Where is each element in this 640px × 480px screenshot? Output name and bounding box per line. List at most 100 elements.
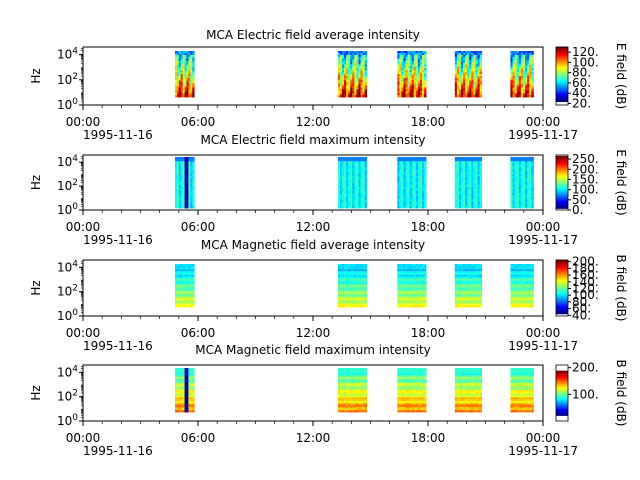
- colorbar-tick-label: 100.: [572, 55, 599, 69]
- colorbar-tick-label: 40.: [572, 308, 591, 322]
- colorbar-label: B field (dB): [614, 255, 628, 322]
- colorbar-tick-label: 100.: [572, 288, 599, 302]
- colorbar-frame: [555, 46, 569, 106]
- heatmap-segment: [337, 368, 368, 413]
- y-tick-label: 102: [57, 72, 78, 87]
- heatmap-segment: [175, 157, 195, 209]
- heatmap-segment: [510, 157, 534, 209]
- panel-title: MCA Electric field average intensity: [206, 28, 420, 42]
- x-date-label: 1995-11-16: [83, 233, 153, 247]
- y-tick-label: 104: [57, 154, 78, 169]
- colorbar-tick-label: 180.: [572, 261, 599, 275]
- heatmap: [175, 368, 534, 413]
- heatmap-segment: [175, 368, 195, 413]
- y-tick-label: 100: [57, 97, 78, 112]
- heatmap: [175, 264, 534, 308]
- colorbar-tick-label: 20.: [572, 96, 591, 110]
- heatmap-segment: [510, 51, 534, 98]
- colorbar-tick-label: 100.: [572, 183, 599, 197]
- heatmap: [175, 51, 534, 98]
- colorbar-tick-label: 250.: [572, 152, 599, 166]
- x-date-label: 1995-11-17: [508, 233, 578, 247]
- colorbar-tick-label: 140.: [572, 275, 599, 289]
- y-tick-label: 102: [57, 389, 78, 404]
- y-axis-label: Hz: [29, 280, 43, 295]
- x-date-label: 1995-11-17: [508, 339, 578, 353]
- x-tick-label: 12:00: [296, 115, 331, 129]
- heatmap-segment: [510, 264, 534, 308]
- x-date-label: 1995-11-17: [508, 444, 578, 458]
- colorbar: 40.60.80.100.120.140.160.180.200. B field…: [555, 255, 628, 322]
- colorbar-tick-label: 100.: [572, 387, 599, 401]
- x-date-label: 1995-11-16: [83, 128, 153, 142]
- heatmap: [175, 157, 534, 209]
- heatmap-segment: [337, 264, 368, 308]
- x-date-label: 1995-11-17: [508, 128, 578, 142]
- x-date-label: 1995-11-16: [83, 339, 153, 353]
- x-tick-label: 12:00: [296, 431, 331, 445]
- y-axis-label: Hz: [29, 68, 43, 83]
- heatmap-segment: [397, 264, 427, 308]
- colorbar: 20.40.60.80.100.120. E field (dB): [555, 43, 628, 110]
- heatmap-segment: [454, 157, 483, 209]
- x-tick-label: 06:00: [181, 326, 216, 340]
- y-tick-label: 104: [57, 364, 78, 379]
- x-tick-label: 18:00: [411, 220, 446, 234]
- colorbar-label: E field (dB): [614, 43, 628, 109]
- colorbar-tick-label: 80.: [572, 66, 591, 80]
- y-tick-label: 104: [57, 259, 78, 274]
- x-tick-label: 00:00: [66, 115, 101, 129]
- heatmap-segment: [454, 51, 483, 98]
- colorbar-label: B field (dB): [614, 360, 628, 427]
- heatmap-segment: [454, 264, 483, 308]
- heatmap-segment: [397, 157, 427, 209]
- y-axis-label: Hz: [29, 385, 43, 400]
- colorbar-tick-label: 200.: [572, 361, 599, 375]
- panel-title: MCA Magnetic field average intensity: [201, 238, 425, 252]
- x-tick-label: 00:00: [66, 326, 101, 340]
- x-tick-label: 00:00: [66, 431, 101, 445]
- x-tick-label: 12:00: [296, 220, 331, 234]
- x-tick-label: 18:00: [411, 115, 446, 129]
- x-tick-label: 00:00: [526, 431, 561, 445]
- panel-title: MCA Electric field maximum intensity: [200, 133, 425, 147]
- x-tick-label: 00:00: [526, 220, 561, 234]
- heatmap-segment: [337, 157, 368, 209]
- heatmap-segment: [397, 51, 427, 98]
- x-tick-label: 00:00: [526, 326, 561, 340]
- x-tick-label: 06:00: [181, 431, 216, 445]
- heatmap-segment: [175, 264, 195, 308]
- colorbar-tick-label: 160.: [572, 268, 599, 282]
- x-tick-label: 18:00: [411, 326, 446, 340]
- colorbar-tick-label: 120.: [572, 282, 599, 296]
- colorbar-tick-label: 120.: [572, 45, 599, 59]
- heatmap-segment: [337, 51, 368, 98]
- heatmap-segment: [175, 51, 195, 98]
- colorbar-tick-label: 50.: [572, 193, 591, 207]
- panel-1: MCA Electric field average intensity 100 1…: [29, 28, 628, 142]
- y-tick-label: 102: [57, 284, 78, 299]
- colorbar-tick-label: 150.: [572, 172, 599, 186]
- panel-title: MCA Magnetic field maximum intensity: [195, 343, 431, 357]
- y-tick-label: 102: [57, 178, 78, 193]
- colorbar-frame: [555, 364, 569, 422]
- panel-3: MCA Magnetic field average intensity 100 1…: [29, 238, 628, 353]
- colorbar-tick-label: 60.: [572, 76, 591, 90]
- colorbar-tick-label: 40.: [572, 86, 591, 100]
- x-tick-label: 00:00: [526, 115, 561, 129]
- colorbar-tick-label: 60.: [572, 302, 591, 316]
- colorbar: 100. 200. B field (dB): [555, 360, 628, 427]
- y-tick-label: 100: [57, 413, 78, 428]
- colorbar-tick-label: 200.: [572, 162, 599, 176]
- y-tick-label: 104: [57, 47, 78, 62]
- colorbar: 0.50.100.150.200.250. E field (dB): [555, 149, 628, 217]
- panel-4: MCA Magnetic field maximum intensity 100 1…: [29, 343, 628, 458]
- x-tick-label: 06:00: [181, 115, 216, 129]
- x-tick-label: 12:00: [296, 326, 331, 340]
- x-tick-label: 06:00: [181, 220, 216, 234]
- heatmap-segment: [397, 368, 427, 413]
- x-tick-label: 00:00: [66, 220, 101, 234]
- x-date-label: 1995-11-16: [83, 444, 153, 458]
- y-tick-label: 100: [57, 308, 78, 323]
